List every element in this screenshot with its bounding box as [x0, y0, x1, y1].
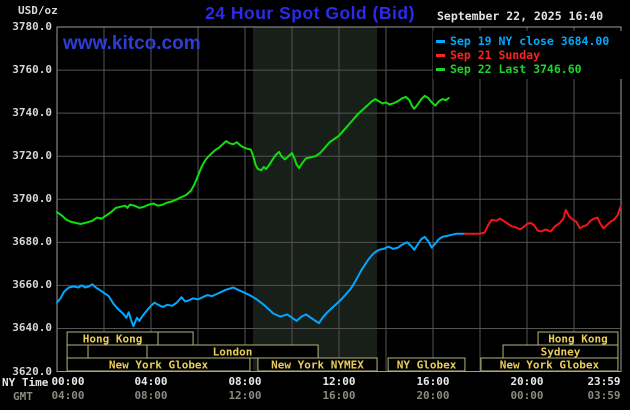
- session-box: [66, 344, 89, 359]
- session-box: [87, 344, 148, 359]
- session-label: London: [213, 346, 253, 359]
- x-axis-gmt-tick-label: 03:59: [587, 389, 621, 402]
- legend-item-1: Sep 21 Sunday: [436, 48, 630, 62]
- x-axis-gmt-tick-label: 08:00: [134, 389, 168, 402]
- price-line-sep-19-ny-close: [56, 232, 466, 328]
- kitco-watermark-link[interactable]: www.kitco.com: [63, 33, 201, 54]
- x-axis-gmt-tick-label: 12:00: [228, 389, 262, 402]
- y-axis-tick-label: 3720.0: [12, 149, 52, 163]
- x-axis-ny-tick-label: 16:00: [416, 375, 450, 388]
- x-axis-gmt-label: GMT: [13, 390, 33, 403]
- legend-item-label: Sep 21 Sunday: [450, 48, 541, 62]
- session-box-ny-globex: [387, 357, 466, 372]
- legend-dash-icon: [436, 39, 445, 43]
- x-axis-ny-tick-label: 23:59: [587, 375, 621, 388]
- session-box-new-york-nymex: [257, 357, 378, 372]
- session-box-new-york-globex: [66, 357, 251, 372]
- session-label: New York Globex: [109, 359, 209, 372]
- session-label: New York NYMEX: [271, 359, 364, 372]
- legend-item-label: Sep 22 Last 3746.60: [450, 62, 582, 76]
- session-label: Hong Kong: [548, 333, 608, 346]
- y-axis-tick-label: 3620.0: [12, 364, 52, 378]
- x-axis-ny-time-label: NY Time: [2, 376, 49, 389]
- chart-date-time: September 22, 2025 16:40: [437, 9, 604, 23]
- x-axis-ny-tick-label: 08:00: [228, 375, 262, 388]
- gridlines: [57, 27, 621, 372]
- x-axis-gmt-tick-label: 20:00: [416, 389, 450, 402]
- session-box-new-york-globex: [480, 357, 619, 372]
- chart-legend: Sep 19 NY close 3684.00 Sep 21 Sunday Sep …: [433, 31, 630, 79]
- price-line-sep-22-last: [56, 94, 450, 225]
- y-axis-tick-label: 3700.0: [12, 192, 52, 206]
- legend-item-0: Sep 19 NY close 3684.00: [436, 34, 630, 48]
- y-axis-tick-label: 3780.0: [12, 20, 52, 33]
- x-axis-gmt-tick-label: 00:00: [510, 389, 544, 402]
- session-label: Sydney: [541, 346, 581, 359]
- page-title: 24 Hour Spot Gold (Bid): [205, 3, 415, 23]
- legend-item-label: Sep 19 NY close 3684.00: [450, 34, 610, 48]
- x-axis-gmt-tick-label: 16:00: [322, 389, 356, 402]
- session-label: Hong Kong: [83, 333, 143, 346]
- y-axis-unit-label: USD/oz: [18, 4, 58, 17]
- x-axis-ny-tick-label: 00:00: [51, 375, 85, 388]
- legend-item-2: Sep 22 Last 3746.60: [436, 62, 630, 76]
- session-box: [157, 331, 194, 346]
- session-label: New York Globex: [500, 359, 600, 372]
- y-axis-tick-label: 3760.0: [12, 63, 52, 77]
- y-axis-tick-label: 3660.0: [12, 278, 52, 292]
- x-axis-ny-tick-label: 04:00: [134, 375, 168, 388]
- y-axis-tick-label: 3740.0: [12, 106, 52, 120]
- legend-dash-icon: [436, 53, 445, 57]
- session-label: NY Globex: [397, 359, 457, 372]
- price-line-sep-21-sunday: [463, 205, 622, 235]
- y-axis-tick-label: 3680.0: [12, 235, 52, 249]
- legend-dash-icon: [436, 67, 445, 71]
- y-axis-tick-label: 3640.0: [12, 321, 52, 335]
- x-axis-gmt-tick-label: 04:00: [51, 389, 85, 402]
- x-axis-ny-tick-label: 20:00: [510, 375, 544, 388]
- x-axis-ny-tick-label: 12:00: [322, 375, 356, 388]
